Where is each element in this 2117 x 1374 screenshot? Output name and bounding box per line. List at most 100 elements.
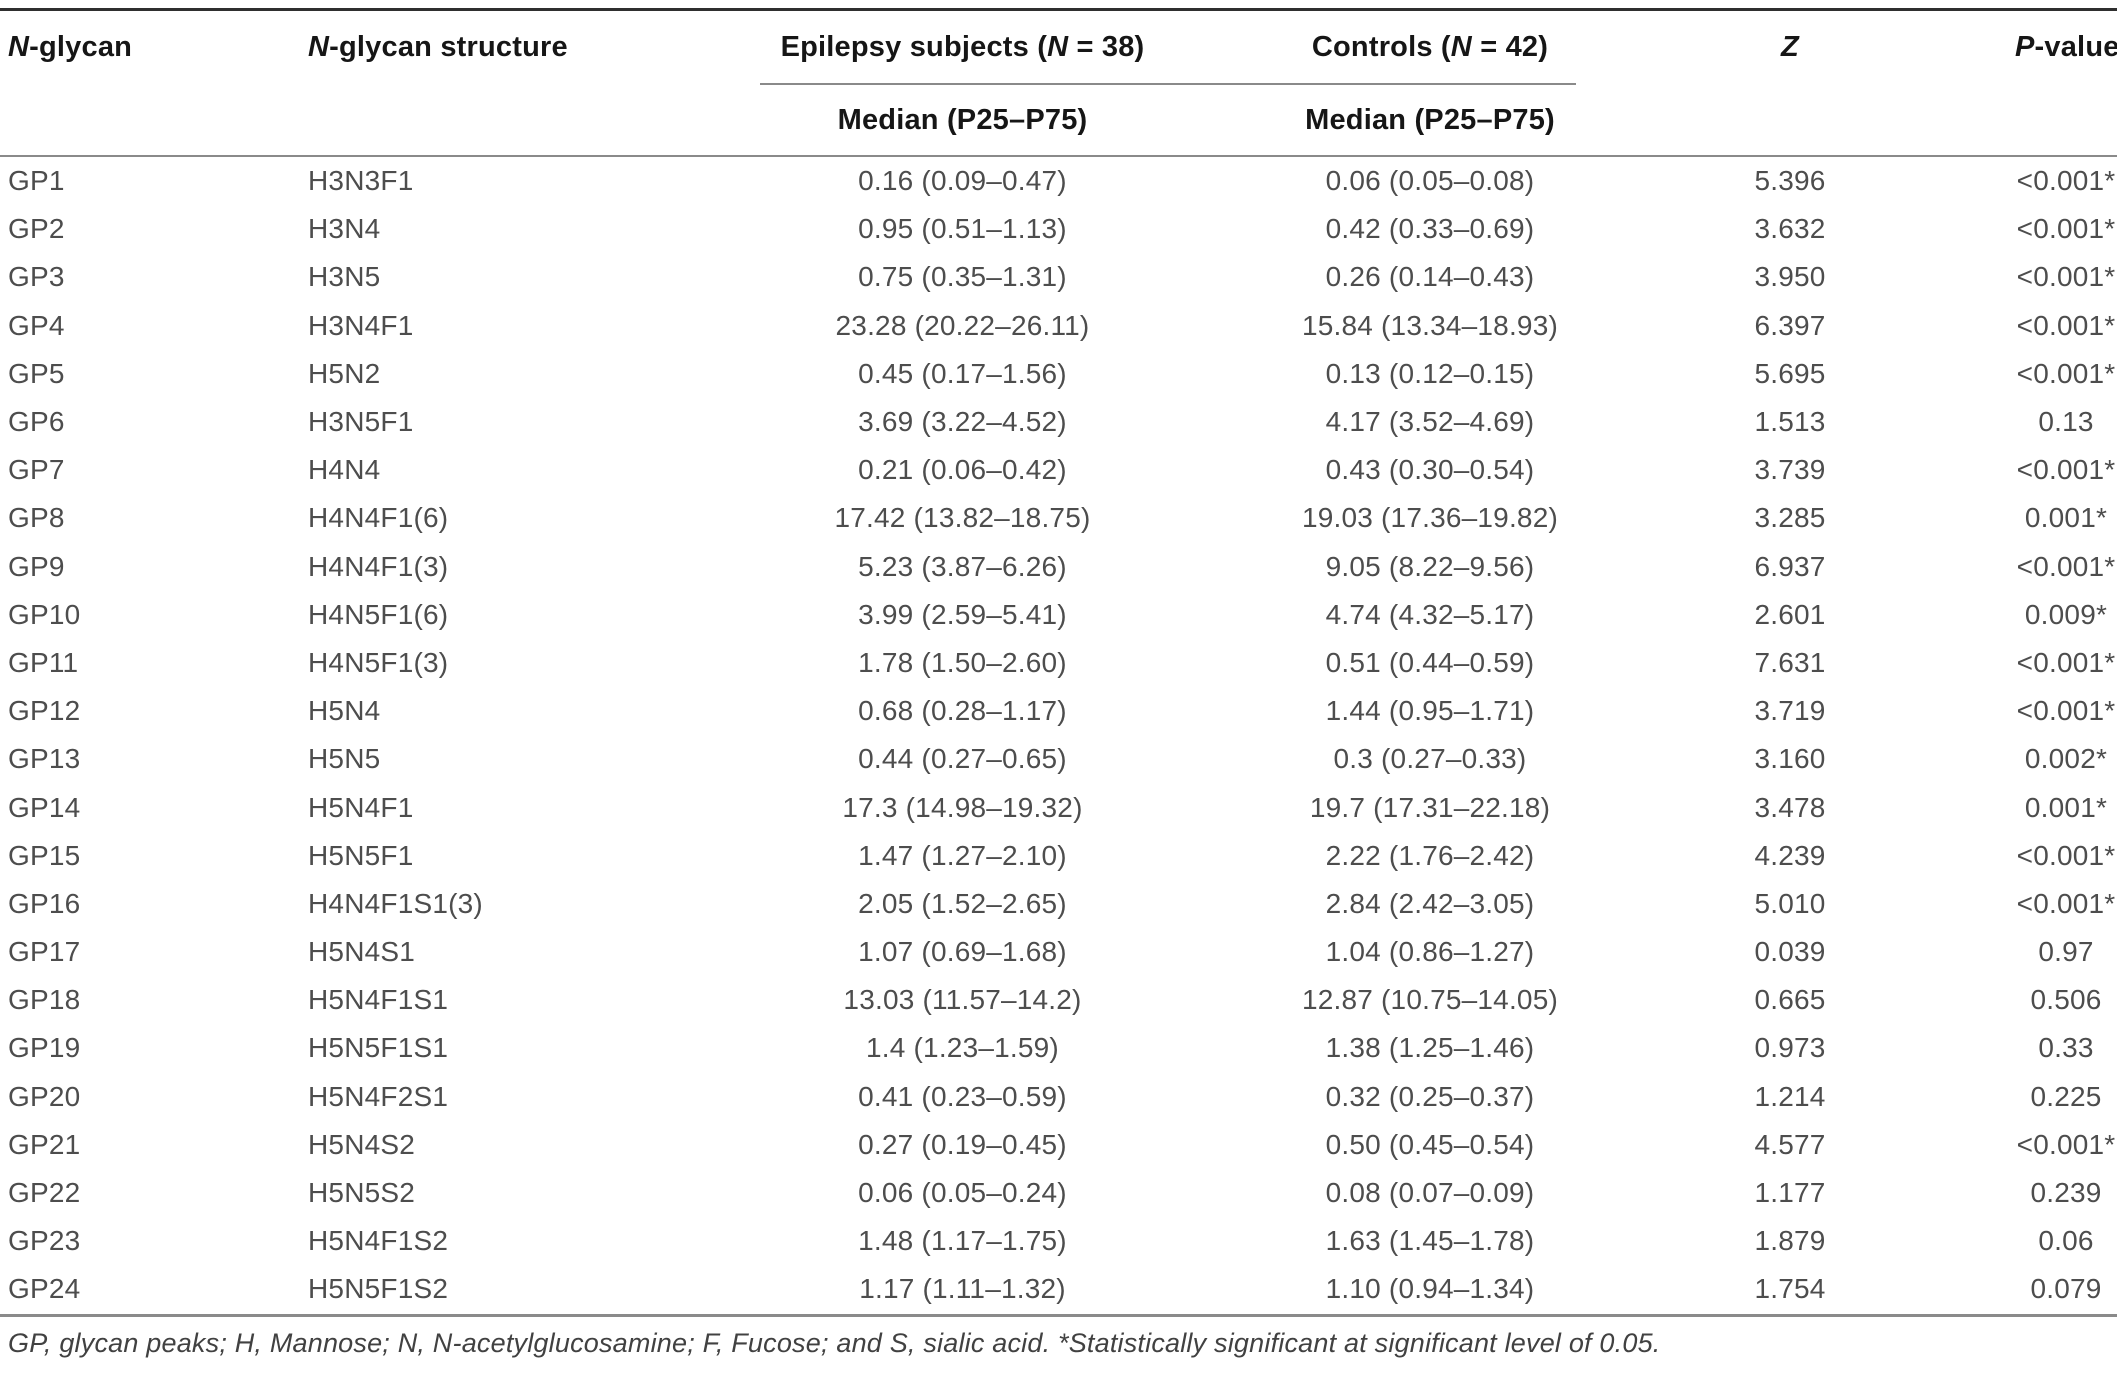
cell-n-glycan: GP2	[8, 213, 65, 245]
table-row: GP10 H4N5F1(6) 3.99 (2.59–5.41) 4.74 (4.32–…	[0, 591, 2117, 639]
subheader-epilepsy-median: Median (P25–P75)	[837, 103, 1088, 136]
cell-controls-median: 19.03 (17.36–19.82)	[1301, 502, 1558, 534]
table-row: GP22 H5N5S2 0.06 (0.05–0.24) 0.08 (0.07–0.0…	[0, 1169, 2117, 1217]
cell-z: 5.396	[1754, 165, 1826, 197]
cell-p-value: 0.001*	[2024, 791, 2108, 823]
cell-n-glycan: GP20	[8, 1080, 81, 1112]
cell-p-value: 0.239	[2030, 1177, 2102, 1209]
cell-controls-median: 4.17 (3.52–4.69)	[1325, 406, 1535, 438]
cell-p-value: <0.001*	[2016, 646, 2116, 678]
column-header-epilepsy-subjects: Epilepsy subjects (N = 38)	[755, 31, 1170, 64]
cell-z: 3.632	[1754, 213, 1826, 245]
cell-p-value: <0.001*	[2016, 695, 2116, 727]
cell-controls-median: 0.42 (0.33–0.69)	[1325, 213, 1535, 245]
cell-n-glycan-structure: H5N5	[308, 743, 381, 775]
cell-epilepsy-median: 1.48 (1.17–1.75)	[858, 1225, 1067, 1257]
cell-controls-median: 15.84 (13.34–18.93)	[1301, 309, 1558, 341]
header-text-segment: N	[1450, 30, 1472, 63]
cell-p-value: <0.001*	[2016, 357, 2116, 389]
cell-p-value: <0.001*	[2016, 309, 2116, 341]
cell-p-value: 0.225	[2030, 1080, 2102, 1112]
cell-p-value: 0.506	[2030, 984, 2102, 1016]
cell-n-glycan: GP23	[8, 1225, 81, 1257]
cell-z: 0.665	[1754, 984, 1826, 1016]
cell-epilepsy-median: 0.16 (0.09–0.47)	[858, 165, 1067, 197]
cell-n-glycan: GP6	[8, 406, 65, 438]
table-row: GP5 H5N2 0.45 (0.17–1.56) 0.13 (0.12–0.15) 5…	[0, 350, 2117, 398]
cell-n-glycan-structure: H3N4F1	[308, 309, 414, 341]
cell-p-value: 0.079	[2030, 1273, 2102, 1305]
table-row: GP1 H3N3F1 0.16 (0.09–0.47) 0.06 (0.05–0.08…	[0, 157, 2117, 205]
cell-controls-median: 1.04 (0.86–1.27)	[1325, 936, 1535, 968]
cell-n-glycan: GP22	[8, 1177, 81, 1209]
cell-n-glycan: GP8	[8, 502, 65, 534]
table-row: GP4 H3N4F1 23.28 (20.22–26.11) 15.84 (13.34…	[0, 302, 2117, 350]
table-row: GP8 H4N4F1(6) 17.42 (13.82–18.75) 19.03 (17…	[0, 494, 2117, 542]
cell-p-value: 0.009*	[2024, 598, 2108, 630]
cell-n-glycan-structure: H4N4F1(3)	[308, 550, 449, 582]
cell-n-glycan-structure: H5N4F2S1	[308, 1080, 449, 1112]
cell-epilepsy-median: 17.42 (13.82–18.75)	[834, 502, 1091, 534]
cell-epilepsy-median: 0.41 (0.23–0.59)	[858, 1080, 1067, 1112]
cell-epilepsy-median: 1.47 (1.27–2.10)	[858, 839, 1067, 871]
cell-z: 1.513	[1754, 406, 1826, 438]
cell-z: 3.285	[1754, 502, 1826, 534]
cell-n-glycan-structure: H5N4	[308, 695, 381, 727]
cell-n-glycan-structure: H5N4S1	[308, 936, 416, 968]
cell-n-glycan: GP3	[8, 261, 65, 293]
table-row: GP19 H5N5F1S1 1.4 (1.23–1.59) 1.38 (1.25–1.…	[0, 1024, 2117, 1072]
cell-p-value: 0.002*	[2024, 743, 2108, 775]
paper-table: N-glycan N-glycan structure Epilepsy sub…	[0, 8, 2117, 1374]
cell-n-glycan-structure: H4N5F1(6)	[308, 598, 449, 630]
cell-p-value: <0.001*	[2016, 839, 2116, 871]
cell-z: 3.719	[1754, 695, 1826, 727]
cell-epilepsy-median: 0.06 (0.05–0.24)	[858, 1177, 1067, 1209]
cell-n-glycan: GP5	[8, 357, 65, 389]
table-row: GP24 H5N5F1S2 1.17 (1.11–1.32) 1.10 (0.94–1…	[0, 1265, 2117, 1313]
cell-controls-median: 19.7 (17.31–22.18)	[1309, 791, 1551, 823]
column-header-z: Z	[1690, 31, 1890, 64]
cell-n-glycan: GP1	[8, 165, 65, 197]
table-row: GP6 H3N5F1 3.69 (3.22–4.52) 4.17 (3.52–4.69…	[0, 398, 2117, 446]
table-row: GP15 H5N5F1 1.47 (1.27–2.10) 2.22 (1.76–2.4…	[0, 832, 2117, 880]
column-header-p-value: P-value	[1890, 31, 2117, 64]
table-row: GP11 H4N5F1(3) 1.78 (1.50–2.60) 0.51 (0.44–…	[0, 639, 2117, 687]
cell-n-glycan: GP12	[8, 695, 81, 727]
cell-n-glycan: GP19	[8, 1032, 81, 1064]
cell-n-glycan: GP10	[8, 598, 81, 630]
cell-n-glycan: GP18	[8, 984, 81, 1016]
cell-controls-median: 0.50 (0.45–0.54)	[1325, 1128, 1535, 1160]
header-text-segment: = 42)	[1471, 30, 1549, 63]
header-text-segment: P	[2015, 30, 2035, 63]
cell-n-glycan: GP4	[8, 309, 65, 341]
cell-p-value: 0.001*	[2024, 502, 2108, 534]
cell-controls-median: 12.87 (10.75–14.05)	[1301, 984, 1558, 1016]
cell-p-value: <0.001*	[2016, 213, 2116, 245]
cell-epilepsy-median: 2.05 (1.52–2.65)	[858, 887, 1067, 919]
table-row: GP14 H5N4F1 17.3 (14.98–19.32) 19.7 (17.31–…	[0, 783, 2117, 831]
cell-controls-median: 0.13 (0.12–0.15)	[1325, 357, 1535, 389]
cell-p-value: <0.001*	[2016, 454, 2116, 486]
cell-n-glycan-structure: H4N4	[308, 454, 381, 486]
table-row: GP2 H3N4 0.95 (0.51–1.13) 0.42 (0.33–0.69) 3…	[0, 205, 2117, 253]
cell-controls-median: 1.10 (0.94–1.34)	[1325, 1273, 1535, 1305]
cell-n-glycan: GP7	[8, 454, 65, 486]
cell-n-glycan-structure: H5N5S2	[308, 1177, 416, 1209]
cell-epilepsy-median: 0.44 (0.27–0.65)	[858, 743, 1067, 775]
column-header-n-glycan-structure: N-glycan structure	[308, 31, 755, 64]
cell-z: 0.039	[1754, 936, 1826, 968]
table-row: GP17 H5N4S1 1.07 (0.69–1.68) 1.04 (0.86–1.2…	[0, 928, 2117, 976]
cell-n-glycan-structure: H4N4F1(6)	[308, 502, 449, 534]
cell-p-value: 0.13	[2038, 406, 2094, 438]
cell-n-glycan-structure: H3N3F1	[308, 165, 414, 197]
header-text-segment: Z	[1781, 30, 1799, 63]
cell-z: 5.695	[1754, 357, 1826, 389]
cell-epilepsy-median: 0.75 (0.35–1.31)	[858, 261, 1067, 293]
cell-n-glycan-structure: H5N5F1S1	[308, 1032, 449, 1064]
cell-controls-median: 1.63 (1.45–1.78)	[1325, 1225, 1535, 1257]
cell-z: 3.478	[1754, 791, 1826, 823]
cell-z: 3.739	[1754, 454, 1826, 486]
cell-epilepsy-median: 3.69 (3.22–4.52)	[858, 406, 1067, 438]
cell-z: 0.973	[1754, 1032, 1826, 1064]
table-subheader-row: Median (P25–P75) Median (P25–P75)	[0, 85, 2117, 155]
